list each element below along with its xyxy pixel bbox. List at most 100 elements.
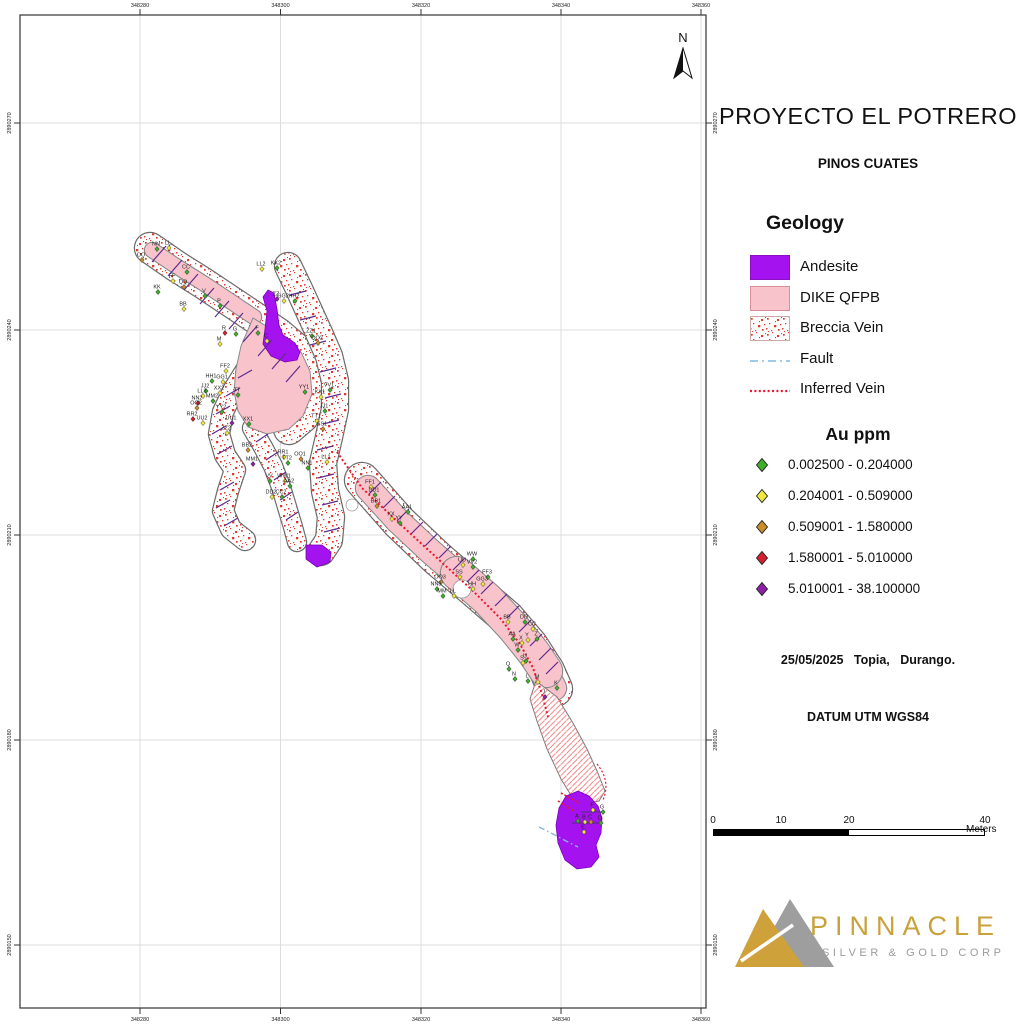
sample-label: FF1	[365, 479, 375, 485]
sample-label: WW	[467, 551, 478, 557]
sample-diamond	[285, 460, 291, 466]
map-subtitle: PINOS CUATES	[817, 156, 919, 171]
y-axis-label: 2890180	[713, 729, 719, 750]
sample-label: GG1	[216, 374, 228, 380]
x-axis-label: 348340	[552, 3, 570, 9]
sample-diamond	[200, 393, 206, 399]
legend-swatch-andesite	[750, 255, 790, 280]
sample-diamond	[229, 420, 235, 426]
sample-diamond	[269, 494, 275, 500]
au-class-range: 5.010001 - 38.100000	[788, 581, 921, 596]
sample-label: OO3	[434, 574, 446, 580]
sample-diamond	[259, 266, 265, 272]
y-axis-label: 2890210	[7, 524, 13, 545]
sample-diamond	[575, 818, 581, 824]
sample-label: XX	[387, 511, 395, 517]
date-location-note: 25/05/2025 Topia, Durango.	[780, 653, 956, 667]
scale-bar-tick: 20	[843, 815, 855, 826]
y-axis-label: 2890150	[7, 934, 13, 955]
sample-label: LL	[165, 240, 171, 246]
channel-sample-line	[257, 339, 273, 357]
datum-note: DATUM UTM WGS84	[807, 710, 929, 724]
sample-label: Y	[525, 632, 529, 638]
channel-sample-line	[285, 365, 301, 383]
sample-diamond	[512, 676, 518, 682]
legend-label-andesite: Andesite	[800, 258, 859, 275]
legend-swatch-dike-qfpb	[750, 286, 790, 311]
sample-diamond	[210, 398, 216, 404]
sample-diamond	[470, 556, 476, 562]
sample-label: VV	[265, 473, 273, 479]
x-axis-label: 348320	[412, 3, 430, 9]
sample-diamond	[600, 809, 606, 815]
andesite-polygon	[262, 289, 301, 363]
sample-diamond	[554, 685, 560, 691]
scale-bar-filled-segment	[713, 829, 849, 836]
sample-label: UU1	[225, 415, 236, 421]
sample-diamond	[305, 465, 311, 471]
sample-label: DD	[520, 614, 528, 620]
sample-label: F	[590, 802, 594, 808]
logo-tagline: SILVER & GOLD CORP	[822, 947, 1005, 959]
channel-sample-line	[382, 495, 396, 509]
channel-sample-line	[215, 499, 231, 509]
channel-sample-line	[299, 315, 317, 321]
sample-label: DD1	[368, 487, 379, 493]
sample-label: RR2	[186, 411, 197, 417]
sample-diamond	[315, 340, 321, 346]
x-axis-label: 348280	[131, 3, 149, 9]
legend-label-dike-qfpb: DIKE QFPB	[800, 289, 881, 306]
grid-lines	[20, 15, 706, 1008]
sample-label: CC2	[275, 489, 286, 495]
au-class-diamond	[755, 457, 769, 473]
channel-sample-line	[494, 593, 508, 607]
channel-sample-line	[324, 393, 342, 399]
sample-diamond	[245, 447, 251, 453]
sample-label: M	[217, 336, 222, 342]
sample-label: AA	[508, 631, 516, 637]
sample-label: AA2	[284, 478, 294, 484]
sample-label: S	[520, 655, 524, 661]
sample-diamond	[202, 293, 208, 299]
legend-label-breccia-vein: Breccia Vein	[800, 319, 884, 336]
sample-diamond	[525, 678, 531, 684]
sample-diamond	[314, 418, 320, 424]
channel-sample-line	[285, 511, 299, 521]
sample-diamond	[203, 388, 209, 394]
sample-label: VV2	[467, 559, 477, 565]
sample-label: C	[588, 814, 592, 820]
sample-diamond	[542, 694, 548, 700]
sample-label: BB	[179, 301, 187, 307]
sample-diamond	[598, 820, 604, 826]
channel-sample-line	[151, 245, 167, 263]
x-axis-label: 348280	[131, 1017, 149, 1023]
hatched-polygon	[530, 681, 605, 805]
north-label: N	[678, 30, 687, 45]
y-axis-label: 2890240	[7, 319, 13, 340]
sample-diamond	[195, 400, 201, 406]
sample-diamond	[515, 647, 521, 653]
sample-diamond	[405, 509, 411, 515]
sample-label: BB1	[371, 498, 381, 504]
sample-diamond	[222, 330, 228, 336]
sample-label: MM2	[206, 393, 218, 399]
sample-diamond	[590, 807, 596, 813]
sample-diamond	[233, 331, 239, 337]
sample-label: N	[512, 671, 516, 677]
sample-label: NN3	[430, 581, 441, 587]
sample-diamond	[440, 593, 446, 599]
sample-diamond	[318, 394, 324, 400]
sample-diamond	[209, 378, 215, 384]
channel-sample-line	[225, 387, 241, 397]
sample-diamond	[287, 483, 293, 489]
andesite-polygon	[305, 544, 332, 568]
au-class-range: 0.204001 - 0.509000	[788, 488, 913, 503]
sample-label: CC	[182, 264, 190, 270]
sample-label: LL	[450, 588, 456, 594]
sample-diamond	[309, 333, 315, 339]
sample-label: M	[535, 674, 540, 680]
channel-sample-line	[167, 259, 183, 277]
channel-sample-line	[265, 451, 279, 461]
channel-sample-line	[219, 481, 235, 491]
